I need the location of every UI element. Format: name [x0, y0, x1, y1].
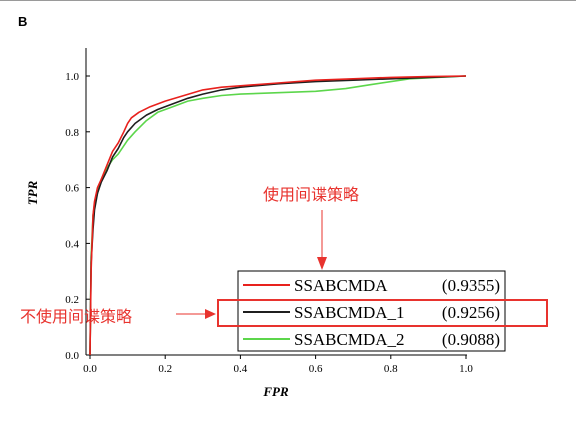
legend-series-name: SSABCMDA_2 [294, 330, 405, 349]
legend-auc-value: (0.9088) [442, 330, 500, 349]
annotation-with-strategy: 使用间谍策略 [263, 185, 359, 204]
panel-label: B [18, 14, 28, 29]
legend-series-name: SSABCMDA_1 [294, 303, 405, 322]
arrow-right-head [205, 309, 216, 319]
series-lines [89, 75, 467, 356]
y-tick-label: 0.6 [65, 183, 79, 195]
series-line-ssabcmda-1 [89, 75, 467, 356]
y-tick-label: 0.8 [65, 127, 79, 139]
y-tick-label: 0.4 [65, 238, 79, 250]
x-tick-label: 0.2 [158, 363, 172, 375]
x-axis-label: FPR [262, 384, 289, 399]
x-tick-label: 0.0 [83, 363, 97, 375]
y-tick-label: 0.2 [65, 294, 79, 306]
y-axis-label: TPR [25, 180, 40, 205]
x-tick-label: 1.0 [459, 363, 473, 375]
series-line-ssabcmda [89, 75, 467, 356]
x-tick-label: 0.6 [309, 363, 323, 375]
legend-auc-value: (0.9256) [442, 303, 500, 322]
y-tick-label: 1.0 [65, 71, 79, 83]
x-tick-label: 0.4 [234, 363, 248, 375]
highlight-box [217, 299, 548, 327]
y-ticks: 0.0 0.2 0.4 0.6 0.8 1.0 [65, 71, 90, 362]
top-border [0, 0, 576, 1]
x-ticks: 0.0 0.2 0.4 0.6 0.8 1.0 [83, 355, 473, 375]
x-tick-label: 0.8 [384, 363, 398, 375]
legend-auc-value: (0.9355) [442, 276, 500, 295]
legend-series-name: SSABCMDA [294, 276, 388, 295]
legend: SSABCMDA (0.9355) SSABCMDA_1 (0.9256) SSABCM… [237, 270, 506, 352]
arrow-down-head [317, 257, 327, 270]
y-tick-label: 0.0 [65, 350, 79, 362]
annotation-without-strategy: 不使用间谍策略 [20, 307, 132, 326]
